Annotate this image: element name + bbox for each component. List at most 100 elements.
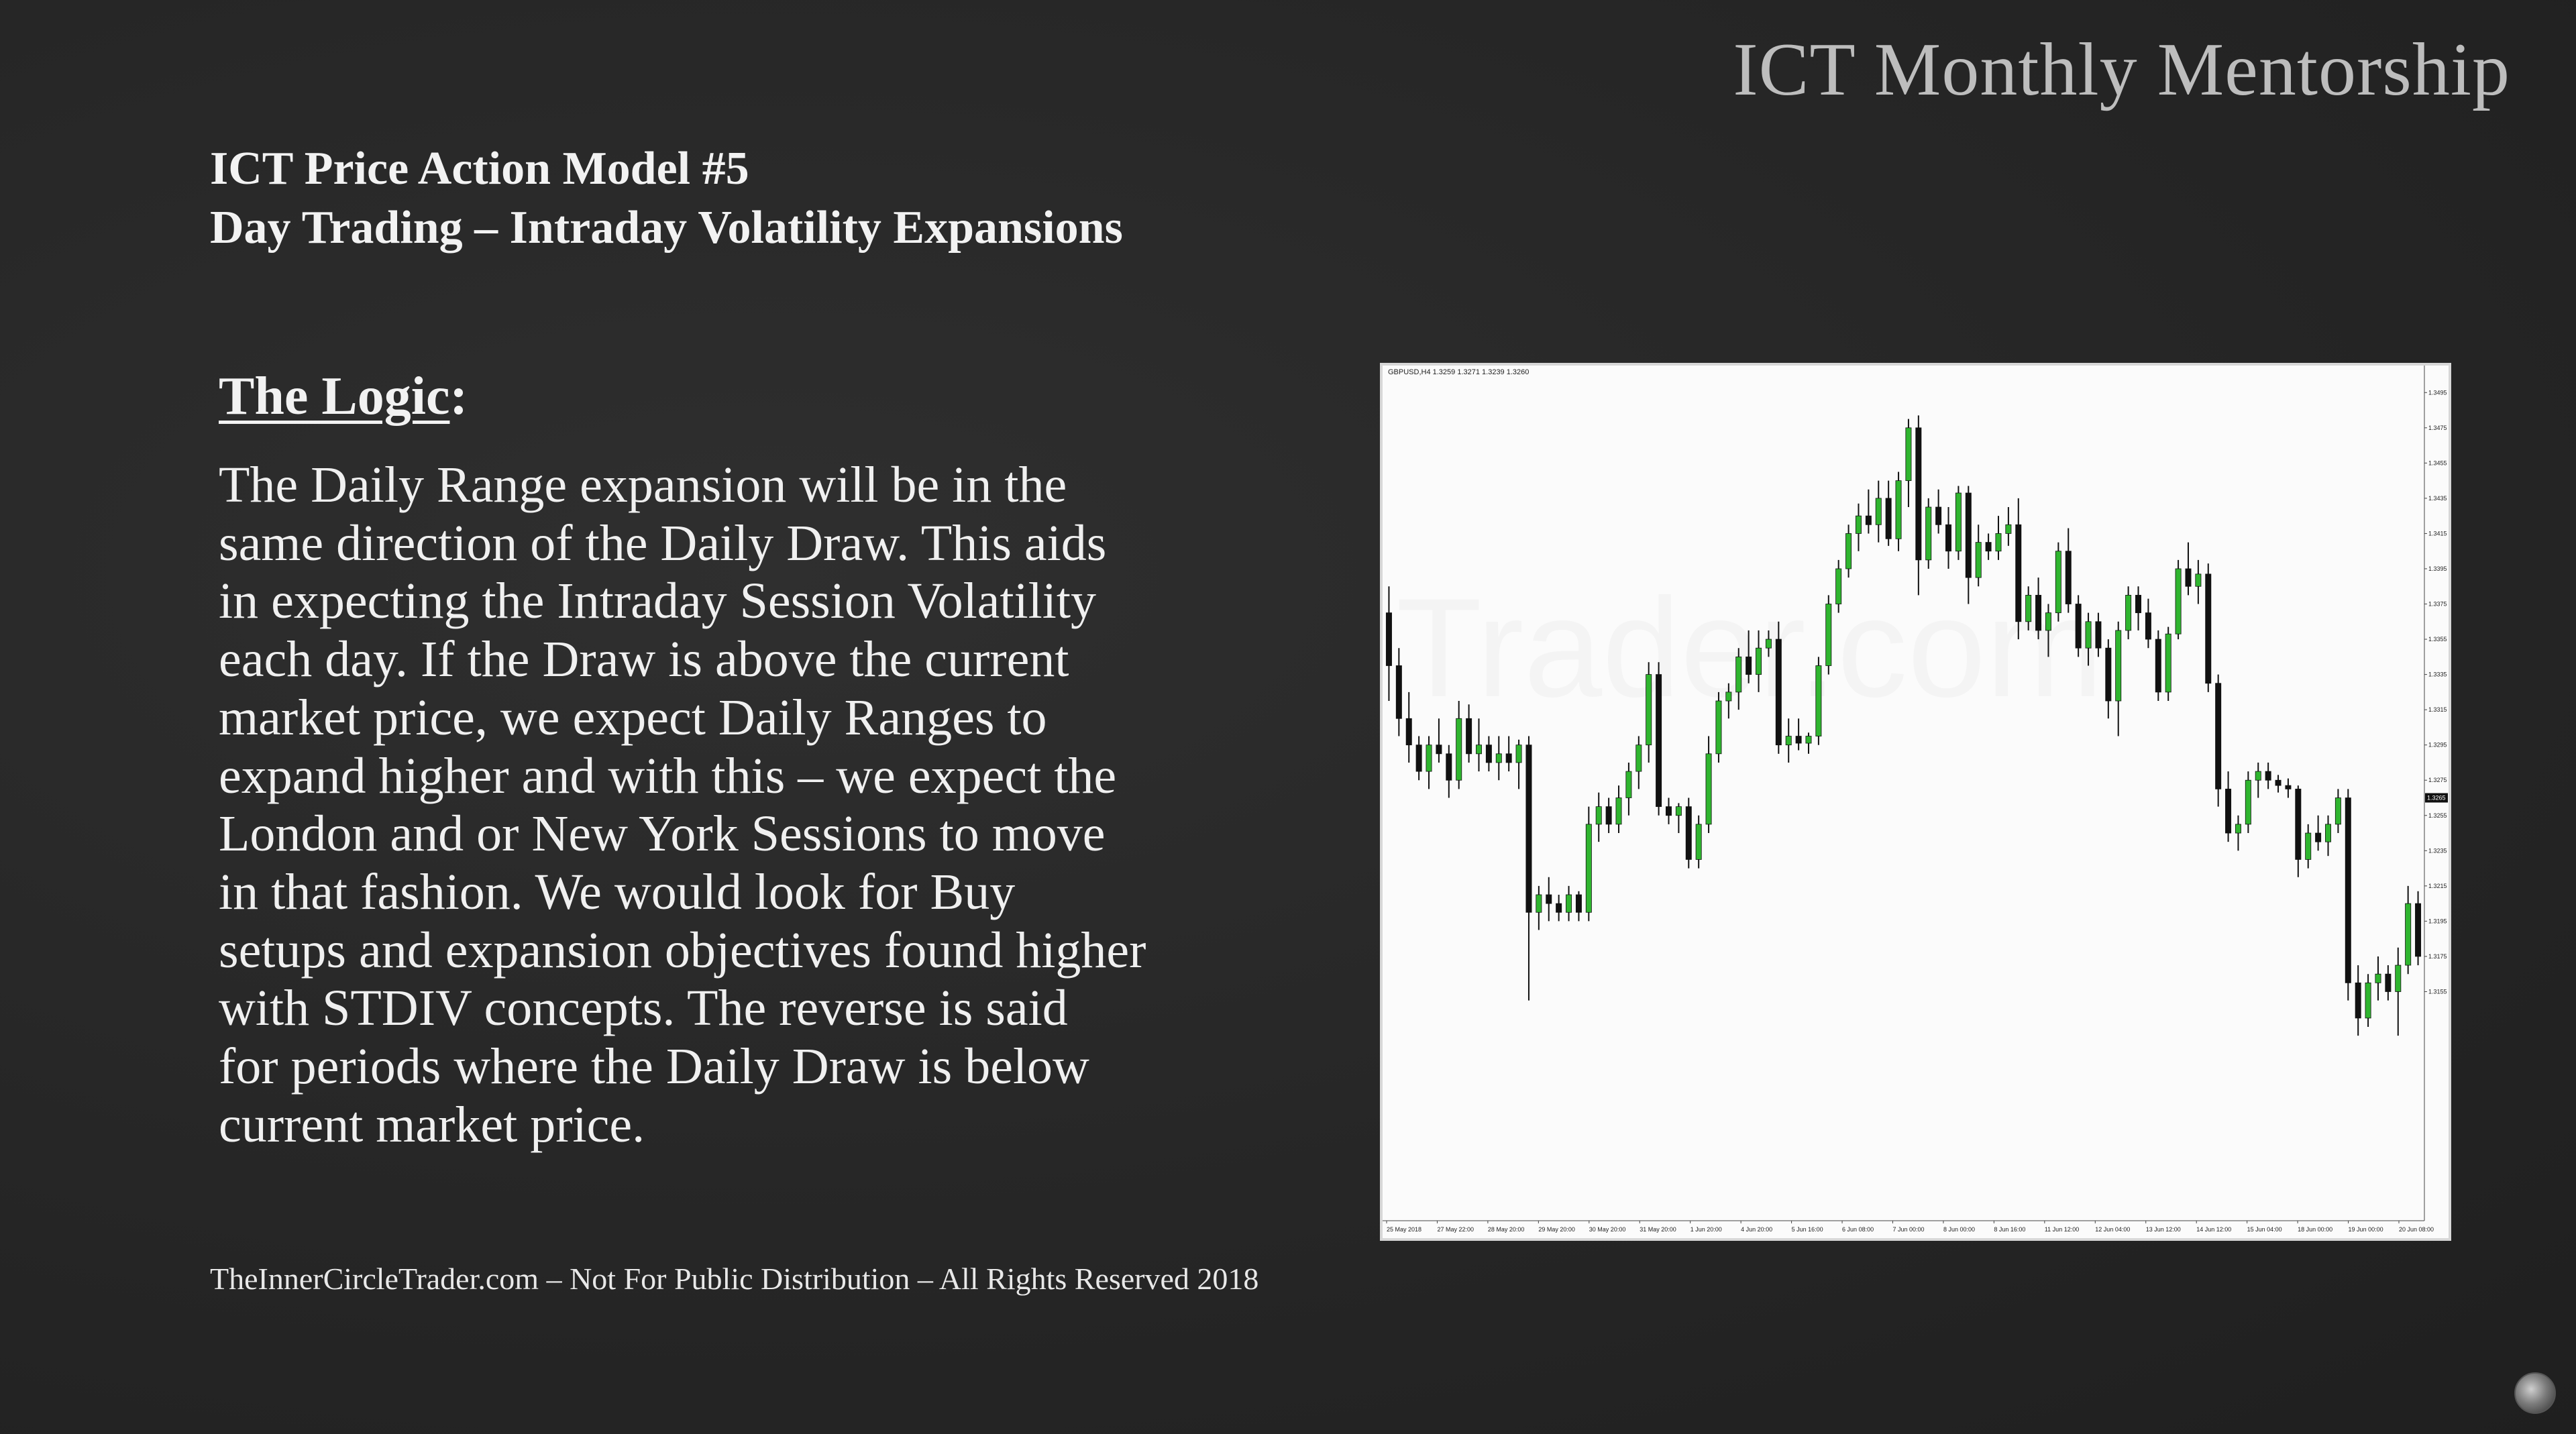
bull-candle (1635, 744, 1642, 772)
x-tick-label: 8 Jun 16:00 (1994, 1226, 2025, 1233)
bull-candle (1475, 744, 1482, 755)
x-tick-label: 12 Jun 04:00 (2095, 1226, 2130, 1233)
bull-candle (1825, 604, 1832, 666)
bull-candle (2055, 551, 2061, 614)
slide-title: ICT Price Action Model #5 Day Trading – … (210, 140, 1123, 258)
bull-candle (1695, 824, 1702, 860)
bull-candle (1765, 639, 1772, 649)
bull-candle (2375, 973, 2381, 983)
bull-candle (1905, 427, 1912, 482)
bull-candle (2334, 797, 2341, 825)
bull-candle (2115, 630, 2122, 702)
bull-candle (1646, 674, 1652, 746)
bear-candle (2215, 683, 2222, 789)
x-tick-label: 15 Jun 04:00 (2247, 1226, 2282, 1233)
chart-symbol-header: GBPUSD,H4 1.3259 1.3271 1.3239 1.3260 (1388, 368, 1529, 376)
bull-candle (1785, 736, 1792, 746)
bull-candle (1925, 506, 1932, 561)
x-tick-label: 18 Jun 00:00 (2298, 1226, 2332, 1233)
bear-candle (2415, 903, 2422, 957)
bear-candle (1605, 806, 1612, 825)
bear-candle (2265, 771, 2271, 781)
y-tick-label: 1.3155 (2428, 988, 2447, 995)
x-tick-label: 30 May 20:00 (1589, 1226, 1626, 1233)
y-tick-label: 1.3455 (2428, 459, 2447, 466)
x-tick-label: 6 Jun 08:00 (1842, 1226, 1874, 1233)
bear-candle (2355, 982, 2361, 1019)
logic-body: The Daily Range expansion will be in the… (219, 456, 1319, 1154)
bear-candle (1685, 806, 1692, 860)
bull-candle (2045, 612, 2051, 631)
bear-candle (2275, 779, 2282, 786)
bear-candle (1385, 612, 1392, 666)
bear-candle (2205, 573, 2212, 684)
x-tick-label: 4 Jun 20:00 (1741, 1226, 1772, 1233)
y-tick-label: 1.3215 (2428, 883, 2447, 889)
bear-candle (2015, 524, 2022, 622)
bull-candle (2245, 779, 2251, 825)
bear-candle (1466, 718, 1472, 755)
y-tick-label: 1.3335 (2428, 671, 2447, 678)
bear-candle (1505, 753, 1512, 763)
bear-candle (1775, 639, 1782, 746)
bull-candle (1995, 533, 2002, 552)
bull-candle (2405, 903, 2412, 966)
logic-line: with STDIV concepts. The reverse is said (219, 980, 1068, 1037)
bull-candle (1756, 647, 1762, 675)
y-tick-label: 1.3495 (2428, 389, 2447, 396)
bear-candle (1446, 753, 1452, 781)
bull-candle (1426, 744, 1432, 772)
x-tick-label: 11 Jun 12:00 (2045, 1226, 2079, 1233)
bear-candle (2075, 604, 2082, 649)
bear-candle (1965, 492, 1972, 578)
bear-candle (1665, 806, 1672, 816)
bull-candle (1495, 753, 1502, 763)
footer-copyright: TheInnerCircleTrader.com – Not For Publi… (210, 1262, 1259, 1296)
bear-candle (1935, 506, 1942, 525)
y-tick-label: 1.3355 (2428, 636, 2447, 643)
bull-candle (2005, 524, 2012, 534)
bull-candle (2325, 824, 2332, 842)
logic-line: London and or New York Sessions to move (219, 806, 1106, 863)
bull-candle (1835, 568, 1842, 604)
x-tick-label: 5 Jun 16:00 (1792, 1226, 1823, 1233)
bull-candle (1625, 771, 1632, 798)
bull-candle (1975, 542, 1982, 578)
title-line-1: ICT Price Action Model #5 (210, 143, 749, 195)
bear-candle (1945, 524, 1952, 552)
bear-candle (2225, 788, 2232, 834)
logic-line: in expecting the Intraday Session Volati… (219, 573, 1096, 630)
bear-candle (2385, 973, 2392, 992)
bear-candle (2185, 568, 2192, 587)
bull-candle (1735, 656, 1742, 693)
x-tick-label: 28 May 20:00 (1488, 1226, 1525, 1233)
x-tick-label: 31 May 20:00 (1640, 1226, 1676, 1233)
logic-heading: The Logic: (219, 366, 468, 427)
bull-candle (1536, 894, 1542, 913)
bear-candle (2285, 785, 2292, 789)
bear-candle (1546, 894, 1552, 904)
brand-title: ICT Monthly Mentorship (1733, 28, 2510, 111)
y-tick-label: 1.3435 (2428, 495, 2447, 502)
x-tick-label: 8 Jun 00:00 (1943, 1226, 1975, 1233)
bull-candle (1855, 515, 1862, 534)
y-tick-label: 1.3415 (2428, 530, 2447, 537)
logic-line: market price, we expect Daily Ranges to (219, 689, 1047, 746)
bear-candle (2065, 551, 2072, 604)
bull-candle (2305, 832, 2312, 860)
bear-candle (1746, 656, 1752, 675)
bull-candle (1585, 824, 1592, 913)
logic-line: for periods where the Daily Draw is belo… (219, 1038, 1089, 1095)
bull-candle (2365, 982, 2371, 1019)
logic-line: same direction of the Daily Draw. This a… (219, 514, 1107, 571)
bull-candle (2125, 594, 2132, 631)
y-tick-label: 1.3235 (2428, 847, 2447, 854)
bear-candle (1656, 674, 1662, 808)
bull-candle (1805, 736, 1812, 744)
bear-candle (1795, 736, 1802, 744)
bull-candle (1895, 480, 1902, 539)
x-tick-label: 29 May 20:00 (1538, 1226, 1575, 1233)
current-price-marker (2425, 793, 2448, 803)
bull-candle (1705, 753, 1712, 825)
y-tick-label: 1.3275 (2428, 777, 2447, 783)
